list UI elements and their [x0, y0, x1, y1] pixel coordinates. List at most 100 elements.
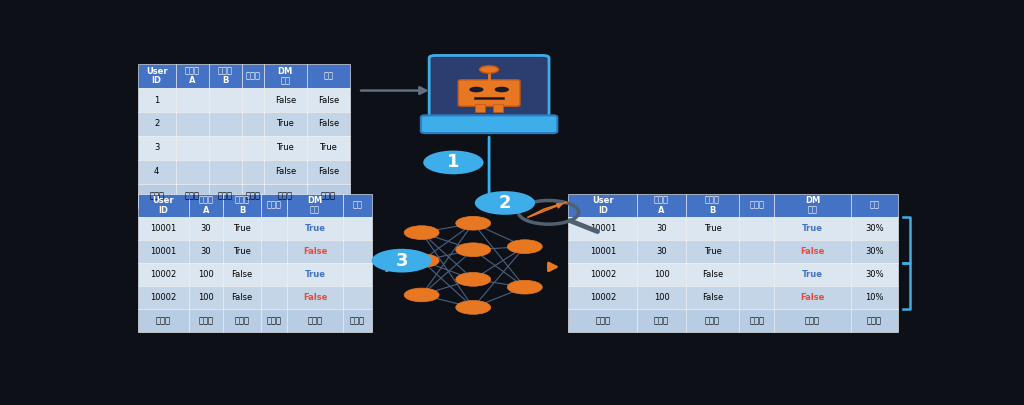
Text: 100: 100 [653, 293, 670, 302]
FancyBboxPatch shape [188, 217, 223, 240]
Text: 100: 100 [198, 270, 214, 279]
FancyBboxPatch shape [851, 309, 898, 333]
Text: ・・・: ・・・ [267, 200, 282, 210]
Text: False: False [303, 293, 328, 302]
FancyBboxPatch shape [686, 263, 739, 286]
FancyBboxPatch shape [264, 64, 306, 88]
FancyBboxPatch shape [637, 286, 686, 309]
FancyBboxPatch shape [261, 217, 288, 240]
FancyBboxPatch shape [176, 64, 209, 88]
Text: True: True [319, 143, 337, 152]
Circle shape [404, 226, 439, 239]
Circle shape [495, 87, 509, 92]
FancyBboxPatch shape [209, 136, 242, 160]
FancyBboxPatch shape [176, 136, 209, 160]
Text: User
ID: User ID [145, 67, 168, 85]
Circle shape [475, 191, 536, 215]
Text: User
ID: User ID [153, 196, 174, 215]
Text: 購入: 購入 [324, 72, 334, 81]
FancyBboxPatch shape [188, 240, 223, 263]
FancyBboxPatch shape [306, 88, 350, 112]
FancyBboxPatch shape [343, 309, 372, 333]
FancyBboxPatch shape [306, 160, 350, 184]
FancyBboxPatch shape [429, 55, 549, 120]
FancyBboxPatch shape [851, 286, 898, 309]
FancyBboxPatch shape [261, 194, 288, 217]
Text: True: True [304, 270, 326, 279]
Text: False: False [274, 96, 296, 104]
FancyBboxPatch shape [739, 217, 774, 240]
Text: 10001: 10001 [590, 224, 615, 233]
FancyBboxPatch shape [264, 136, 306, 160]
FancyBboxPatch shape [306, 64, 350, 88]
Text: ・・・: ・・・ [866, 316, 882, 325]
Text: ・・・: ・・・ [150, 191, 164, 200]
FancyBboxPatch shape [774, 240, 851, 263]
Text: 2: 2 [154, 119, 160, 128]
FancyBboxPatch shape [851, 263, 898, 286]
FancyBboxPatch shape [188, 194, 223, 217]
Circle shape [507, 240, 543, 254]
Text: False: False [701, 293, 723, 302]
Text: 特微量
B: 特微量 B [234, 196, 250, 215]
Circle shape [479, 66, 499, 73]
Circle shape [404, 254, 439, 268]
Text: DM
送付: DM 送付 [307, 196, 323, 215]
Text: DM
送付: DM 送付 [805, 196, 820, 215]
FancyBboxPatch shape [739, 286, 774, 309]
FancyBboxPatch shape [137, 263, 188, 286]
Text: User
ID: User ID [592, 196, 613, 215]
Text: 30: 30 [201, 224, 211, 233]
FancyBboxPatch shape [137, 217, 188, 240]
FancyBboxPatch shape [343, 194, 372, 217]
FancyBboxPatch shape [343, 286, 372, 309]
FancyBboxPatch shape [851, 194, 898, 217]
FancyBboxPatch shape [851, 240, 898, 263]
FancyBboxPatch shape [223, 194, 261, 217]
FancyBboxPatch shape [739, 240, 774, 263]
Text: 10001: 10001 [151, 247, 176, 256]
FancyBboxPatch shape [209, 112, 242, 136]
Text: DM
送付: DM 送付 [278, 67, 293, 85]
Text: 1: 1 [154, 96, 160, 104]
FancyBboxPatch shape [223, 309, 261, 333]
FancyBboxPatch shape [306, 184, 350, 208]
Text: ・・・: ・・・ [321, 191, 336, 200]
Text: 10002: 10002 [590, 270, 615, 279]
FancyBboxPatch shape [137, 112, 176, 136]
Circle shape [456, 273, 490, 286]
FancyBboxPatch shape [288, 263, 343, 286]
Text: 3: 3 [395, 252, 408, 270]
Text: 10001: 10001 [590, 247, 615, 256]
FancyBboxPatch shape [637, 263, 686, 286]
Text: False: False [801, 247, 824, 256]
FancyBboxPatch shape [739, 263, 774, 286]
FancyBboxPatch shape [288, 309, 343, 333]
Circle shape [423, 151, 483, 174]
FancyBboxPatch shape [851, 217, 898, 240]
FancyBboxPatch shape [568, 217, 637, 240]
FancyBboxPatch shape [137, 88, 176, 112]
Text: 30: 30 [656, 224, 667, 233]
Text: False: False [317, 119, 339, 128]
Text: 特微量
A: 特微量 A [199, 196, 213, 215]
FancyBboxPatch shape [137, 309, 188, 333]
Circle shape [456, 301, 490, 314]
Text: 1: 1 [447, 153, 460, 171]
FancyBboxPatch shape [264, 184, 306, 208]
FancyBboxPatch shape [223, 217, 261, 240]
FancyBboxPatch shape [137, 160, 176, 184]
Circle shape [404, 288, 439, 302]
Text: 10%: 10% [865, 293, 884, 302]
Text: False: False [317, 167, 339, 176]
FancyBboxPatch shape [188, 286, 223, 309]
FancyBboxPatch shape [242, 112, 264, 136]
FancyBboxPatch shape [343, 240, 372, 263]
Text: ・・・: ・・・ [349, 316, 365, 325]
FancyBboxPatch shape [137, 184, 176, 208]
FancyBboxPatch shape [188, 263, 223, 286]
FancyBboxPatch shape [343, 263, 372, 286]
Text: 特微量
B: 特微量 B [218, 67, 232, 85]
Text: 特微量
B: 特微量 B [706, 196, 720, 215]
Text: 30%: 30% [865, 247, 884, 256]
